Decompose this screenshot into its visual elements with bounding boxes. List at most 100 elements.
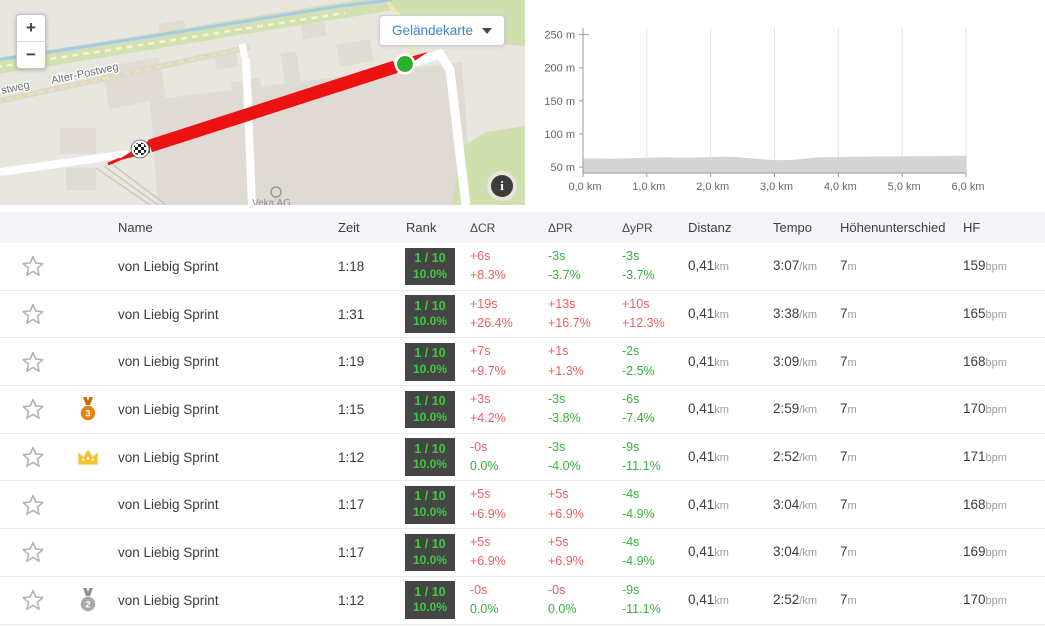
delta-ypr-cell: -9s -11.1% xyxy=(614,438,680,477)
delta-cr-cell: +3s +4.2% xyxy=(462,390,540,429)
delta-pr-percent: +6.9% xyxy=(548,554,584,569)
map-green-corridor xyxy=(0,0,394,74)
elevation-gain-cell: 7m xyxy=(840,258,857,274)
elevation-area xyxy=(583,155,966,173)
col-rank: Rank xyxy=(406,220,437,235)
delta-cr-percent: 0.0% xyxy=(470,602,499,617)
chevron-down-icon xyxy=(482,27,492,34)
delta-pr-seconds: -3s xyxy=(548,248,566,263)
favorite-star-button[interactable] xyxy=(0,493,65,517)
zoom-out-button[interactable]: − xyxy=(26,45,36,64)
table-row[interactable]: von Liebig Sprint 1:12 1 / 10 10.0% -0s … xyxy=(0,433,1045,482)
delta-cr-cell: -0s 0.0% xyxy=(462,581,540,620)
zoom-in-button[interactable]: + xyxy=(17,15,45,42)
col-delta-cr: ΔCR xyxy=(470,220,496,235)
x-tick-label: 6,0 km xyxy=(951,181,984,193)
delta-pr-seconds: -0s xyxy=(548,582,566,597)
delta-pr-cell: -3s -3.7% xyxy=(540,247,614,286)
rank-badge: 1 / 10 10.0% xyxy=(405,485,455,524)
delta-pr-seconds: +5s xyxy=(548,487,569,502)
favorite-star-button[interactable] xyxy=(0,397,65,421)
delta-cr-percent: +26.4% xyxy=(470,316,513,331)
delta-ypr-cell: -3s -3.7% xyxy=(614,247,680,286)
rank-badge: 1 / 10 10.0% xyxy=(405,342,455,381)
table-row[interactable]: 3 3 von Liebig Sprint 1:15 1 / 10 10.0% … xyxy=(0,386,1045,434)
effort-name: von Liebig Sprint xyxy=(118,449,219,465)
effort-time: 1:31 xyxy=(338,306,365,322)
table-row[interactable]: von Liebig Sprint 1:18 1 / 10 10.0% +6s … xyxy=(0,243,1045,291)
map-zoom-control: + − xyxy=(16,14,46,69)
delta-pr-cell: -0s 0.0% xyxy=(540,581,614,620)
distance-cell: 0,41km xyxy=(688,353,729,369)
favorite-star-button[interactable] xyxy=(0,302,65,326)
crown-icon xyxy=(77,449,98,465)
delta-cr-seconds: +3s xyxy=(470,392,491,407)
delta-ypr-percent: -3.7% xyxy=(622,268,655,283)
effort-time: 1:12 xyxy=(338,449,365,465)
delta-ypr-cell: +10s +12.3% xyxy=(614,295,680,334)
rank-value: 1 / 10 xyxy=(414,441,446,456)
effort-name: von Liebig Sprint xyxy=(118,401,219,417)
pace-cell: 3:04/km xyxy=(773,544,818,560)
elevation-gain-cell: 7m xyxy=(840,353,857,369)
map-parcel xyxy=(150,62,472,205)
favorite-star-button[interactable] xyxy=(0,540,65,564)
delta-ypr-percent: -4.9% xyxy=(622,506,655,521)
favorite-star-button[interactable] xyxy=(0,445,65,469)
heart-rate-cell: 165bpm xyxy=(963,306,1007,322)
delta-pr-percent: 0.0% xyxy=(548,602,577,617)
delta-cr-cell: +6s +8.3% xyxy=(462,247,540,286)
y-tick-label: 100 m xyxy=(544,129,575,141)
favorite-star-button[interactable] xyxy=(0,254,65,278)
star-icon xyxy=(21,494,44,515)
col-tempo: Tempo xyxy=(773,220,813,235)
rank-percent: 10.0% xyxy=(412,362,448,377)
delta-ypr-seconds: -4s xyxy=(622,487,640,502)
table-row[interactable]: von Liebig Sprint 1:17 1 / 10 10.0% +5s … xyxy=(0,481,1045,530)
achievement-cell xyxy=(65,443,110,471)
x-tick-label: 5,0 km xyxy=(888,181,921,193)
delta-cr-cell: +5s +6.9% xyxy=(462,485,540,524)
elevation-gain-cell: 7m xyxy=(840,401,857,417)
achievement-cell xyxy=(65,300,110,328)
y-tick-label: 250 m xyxy=(544,30,575,42)
pace-cell: 3:09/km xyxy=(773,353,818,369)
delta-cr-cell: +7s +9.7% xyxy=(462,342,540,381)
table-row[interactable]: von Liebig Sprint 1:31 1 / 10 10.0% +19s… xyxy=(0,290,1045,339)
y-tick-label: 150 m xyxy=(544,96,575,108)
pace-cell: 2:52/km xyxy=(773,592,818,608)
delta-cr-seconds: +19s xyxy=(470,296,498,311)
achievement-cell: 2 2 xyxy=(65,586,110,614)
y-tick-label: 200 m xyxy=(544,63,575,75)
rank-badge: 1 / 10 10.0% xyxy=(405,247,455,286)
x-tick-label: 1,0 km xyxy=(632,181,665,193)
info-icon: i xyxy=(491,175,513,197)
table-row[interactable]: von Liebig Sprint 1:17 1 / 10 10.0% +5s … xyxy=(0,529,1045,577)
map-layer-dropdown[interactable]: Geländekarte xyxy=(378,15,505,46)
poi-label: Veka AG xyxy=(252,198,291,205)
favorite-star-button[interactable] xyxy=(0,350,65,374)
delta-pr-cell: +5s +6.9% xyxy=(540,533,614,572)
distance-cell: 0,41km xyxy=(688,258,729,274)
delta-ypr-cell: -4s -4.9% xyxy=(614,533,680,572)
heart-rate-cell: 170bpm xyxy=(963,401,1007,417)
elevation-gain-cell: 7m xyxy=(840,496,857,512)
rank-value: 1 / 10 xyxy=(414,584,446,599)
achievement-cell xyxy=(65,538,110,566)
table-row[interactable]: 2 2 von Liebig Sprint 1:12 1 / 10 10.0% … xyxy=(0,576,1045,625)
rank-percent: 10.0% xyxy=(412,600,448,615)
elevation-gain-cell: 7m xyxy=(840,306,857,322)
map-attribution-button[interactable]: i xyxy=(487,171,517,201)
favorite-star-button[interactable] xyxy=(0,588,65,612)
star-icon xyxy=(21,256,44,277)
effort-name: von Liebig Sprint xyxy=(118,497,219,513)
rank-value: 1 / 10 xyxy=(414,537,446,552)
distance-cell: 0,41km xyxy=(688,401,729,417)
delta-cr-percent: +6.9% xyxy=(470,506,506,521)
delta-cr-cell: +19s +26.4% xyxy=(462,295,540,334)
delta-cr-seconds: +5s xyxy=(470,487,491,502)
delta-cr-percent: 0.0% xyxy=(470,459,499,474)
distance-cell: 0,41km xyxy=(688,306,729,322)
map[interactable]: stweg Alter-Postweg xyxy=(0,0,525,205)
table-row[interactable]: von Liebig Sprint 1:19 1 / 10 10.0% +7s … xyxy=(0,338,1045,387)
